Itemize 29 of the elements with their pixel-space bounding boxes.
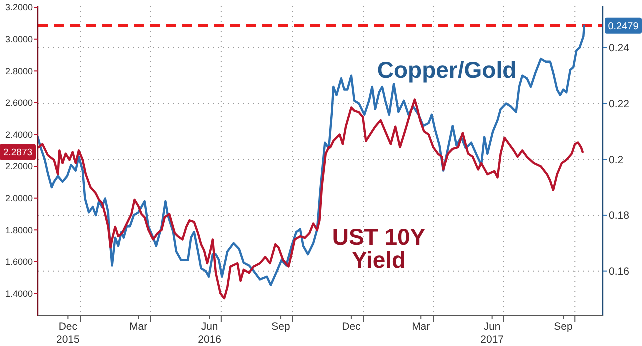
y-tick-label: 2.2000 [5, 162, 33, 172]
y2-tick-label: 0.24 [609, 42, 630, 55]
y-tick-label: 1.6000 [5, 257, 33, 268]
x-tick-label: Dec 2015 [56, 321, 80, 346]
series-label: Copper/Gold [377, 57, 517, 83]
y-tick-label: 1.8000 [5, 225, 33, 236]
y2-tick-label: 0.16 [609, 266, 630, 278]
text: 2.2873 [3, 148, 33, 159]
x-tick-label: Sep [272, 321, 291, 333]
line-series [38, 98, 584, 300]
x-tick-label: Mar [412, 321, 431, 333]
y-tick-label: 3.2000 [5, 2, 33, 13]
y2-tick-label: 0.22 [609, 98, 630, 110]
x-tick-label: Sep [554, 321, 574, 333]
x-tick-label: Dec [342, 321, 361, 333]
y2-tick-label: 0.18 [609, 210, 630, 222]
x-tick-label: Jun 2016 [198, 321, 222, 346]
y-tick-label: 2.8000 [5, 66, 33, 76]
y-tick-label: 3.0000 [5, 34, 33, 45]
y-tick-label: 2.4000 [5, 130, 33, 140]
y2-tick-label: 0.2 [609, 154, 624, 166]
ref-line-label: 0.2479 [608, 21, 640, 32]
x-tick-label: Mar [130, 321, 148, 333]
x-tick-label: Jun 2017 [480, 321, 504, 346]
series-label: UST 10Y Yield [332, 224, 426, 273]
y-tick-label: 2.0000 [5, 194, 33, 204]
line-series [36, 24, 586, 286]
y-tick-label: 1.4000 [5, 288, 33, 299]
y-tick-label: 2.6000 [5, 98, 33, 108]
